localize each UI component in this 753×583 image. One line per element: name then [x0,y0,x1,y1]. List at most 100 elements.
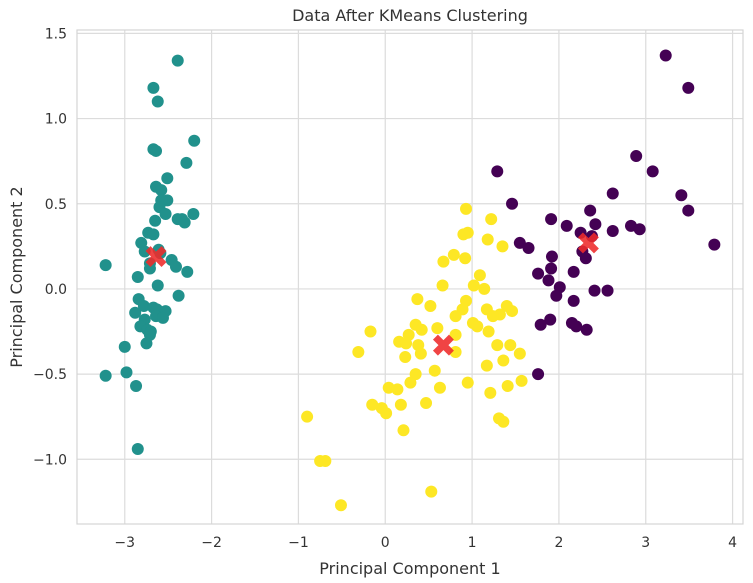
cluster-2-point [481,233,494,246]
cluster-1-point [147,228,160,241]
cluster-1-point [147,81,160,94]
x-axis-ticks: −3 −2 −1 0 1 2 3 4 [114,535,737,551]
cluster-2-point [501,380,514,393]
cluster-1-point [156,311,169,324]
cluster-1-point [151,279,164,292]
cluster-0-point [646,165,659,178]
cluster-1-point [159,207,172,220]
cluster-2-point [461,376,474,389]
cluster-2-point [364,325,377,338]
y-axis-label: Principal Component 2 [7,186,26,367]
cluster-0-point [589,218,602,231]
cluster-0-point [584,204,597,217]
cluster-0-point [491,165,504,178]
cluster-0-point [708,238,721,251]
cluster-0-point [567,294,580,307]
cluster-1-point [161,172,174,185]
cluster-1-point [151,95,164,108]
cluster-1-point [120,366,133,379]
cluster-2-point [497,415,510,428]
cluster-2-point [482,325,495,338]
cluster-2-point [480,359,493,372]
x-tick-label: 0 [381,535,390,551]
cluster-2-point [467,279,480,292]
cluster-1-point [180,156,193,169]
y-tick-label: 0.5 [45,197,67,213]
chart-title: Data After KMeans Clustering [292,6,528,25]
cluster-0-point [601,284,614,297]
cluster-2-point [366,398,379,411]
y-tick-label: 0.0 [45,282,67,298]
cluster-2-point [484,386,497,399]
x-axis-label: Principal Component 1 [319,559,500,578]
cluster-2-point [411,293,424,306]
cluster-0-point [506,197,519,210]
cluster-2-point [486,310,499,323]
cluster-2-point [415,323,428,336]
cluster-2-point [433,381,446,394]
cluster-1-point [172,289,185,302]
cluster-2-point [457,228,470,241]
cluster-2-point [424,299,437,312]
cluster-0-point [630,150,643,163]
cluster-2-point [436,279,449,292]
cluster-0-point [567,265,580,278]
cluster-1-point [169,260,182,273]
cluster-1-point [178,216,191,229]
cluster-0-point [606,187,619,200]
cluster-2-point [391,383,404,396]
cluster-1-point [131,443,144,456]
cluster-2-point [380,407,393,420]
cluster-1-point [171,54,184,67]
cluster-2-point [471,320,484,333]
grid [77,30,743,524]
cluster-0-point [550,289,563,302]
cluster-1-point [155,184,168,197]
cluster-0-point [682,204,695,217]
cluster-2-point [399,351,412,364]
cluster-1-point [188,134,201,147]
cluster-0-point [532,368,545,381]
cluster-2-point [449,328,462,341]
y-tick-label: 1.5 [45,26,67,42]
cluster-0-point [588,284,601,297]
x-tick-label: −3 [114,535,135,551]
x-tick-label: 4 [728,535,737,551]
cluster-2-point [301,410,314,423]
cluster-2-point [504,339,517,352]
x-tick-label: 1 [468,535,477,551]
cluster-2-point [394,398,407,411]
cluster-1-point [149,214,162,227]
centroid-marker [432,334,454,356]
cluster-1-point [187,207,200,220]
centroid-stroke [577,232,599,254]
cluster-0-point [545,213,558,226]
cluster-2-point [404,376,417,389]
cluster-0-point [544,313,557,326]
cluster-2-point [513,347,526,360]
cluster-2-point [459,252,472,265]
y-tick-label: −0.5 [33,367,67,383]
cluster-2-point [506,305,519,318]
cluster-1-point [131,271,144,283]
cluster-1-point [137,299,150,312]
cluster-0-point [542,274,555,287]
cluster-2-point [425,485,438,498]
centroid-stroke [432,334,454,356]
cluster-2-point [515,374,528,387]
cluster-2-point [420,397,433,410]
cluster-2-point [414,347,427,360]
cluster-1-point [150,144,163,157]
cluster-1-point [118,340,131,353]
cluster-0-point [580,323,593,336]
cluster-1-point [181,265,194,278]
x-tick-label: −1 [288,535,309,551]
cluster-1-point [130,380,143,393]
cluster-2-point [497,354,510,367]
centroid-stroke [145,246,167,268]
cluster-2-point [334,499,347,512]
cluster-1-point [99,369,112,382]
cluster-2-point [352,345,365,358]
cluster-0-point [682,81,695,94]
